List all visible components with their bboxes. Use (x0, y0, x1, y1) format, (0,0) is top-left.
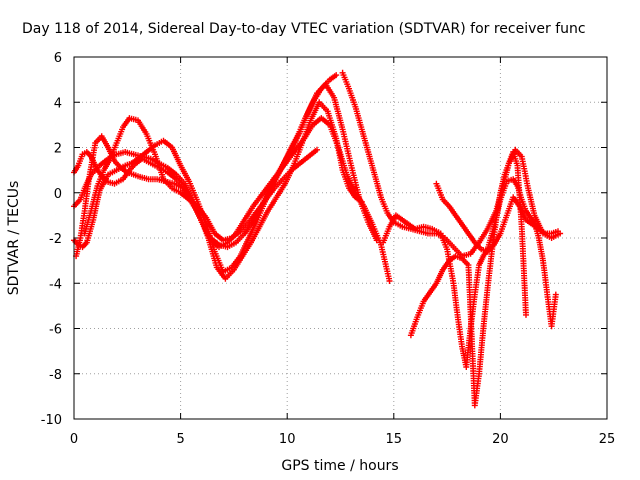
x-tick-label: 0 (70, 432, 78, 447)
x-tick-label: 10 (279, 432, 296, 447)
series-points-path (407, 149, 529, 409)
plot-frame (73, 56, 608, 420)
y-tick-label: -10 (41, 413, 62, 428)
y-tick-label: -4 (49, 277, 62, 292)
y-tick-label: 0 (54, 187, 62, 202)
series-points-path (73, 99, 365, 282)
data-series-9 (433, 180, 561, 255)
x-tick-label: 5 (176, 432, 184, 447)
data-points (71, 69, 564, 409)
x-axis-ticks: 0 5 10 15 20 25 (70, 57, 615, 447)
series-points-path (433, 180, 561, 255)
x-axis-label: GPS time / hours (281, 458, 398, 474)
x-tick-label: 15 (386, 432, 403, 447)
y-tick-label: 2 (54, 142, 62, 157)
y-tick-label: 4 (54, 96, 62, 111)
data-series-4 (73, 99, 365, 282)
y-tick-label: -8 (49, 368, 62, 383)
chart-title: Day 118 of 2014, Sidereal Day-to-day VTE… (22, 21, 586, 37)
y-tick-label: 6 (54, 51, 62, 66)
x-tick-label: 25 (599, 432, 616, 447)
data-series-8 (407, 149, 529, 409)
x-tick-label: 20 (492, 432, 509, 447)
grid-lines (74, 57, 607, 419)
data-series-5 (81, 115, 320, 244)
y-tick-label: -2 (49, 232, 62, 247)
series-points-path (81, 115, 320, 244)
y-axis-label: SDTVAR / TECUs (6, 181, 22, 296)
y-tick-label: -6 (49, 323, 62, 338)
